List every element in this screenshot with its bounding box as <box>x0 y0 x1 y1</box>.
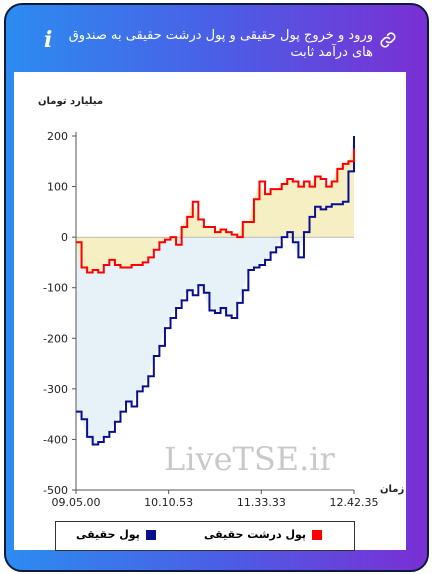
series-line-real <box>76 136 355 446</box>
y-axis-label: میلیارد تومان <box>38 96 103 107</box>
series-area-big <box>76 148 354 273</box>
y-tick-label: 0 <box>61 231 68 244</box>
watermark: LiveTSE.ir <box>164 440 336 478</box>
x-tick-label: 10.10.53 <box>144 496 193 509</box>
y-tick-label: -500 <box>43 484 68 497</box>
card-header: i ورود و خروج پول حقیقی و پول درشت حقیقی… <box>6 5 427 75</box>
series-line-big <box>76 148 355 274</box>
chart-title: ورود و خروج پول حقیقی و پول درشت حقیقی ب… <box>68 28 373 60</box>
legend-item-big[interactable]: پول درشت حقیقی <box>204 528 323 541</box>
legend-item-real[interactable]: پول حقیقی <box>76 528 156 541</box>
x-axis-label: زمان <box>380 484 404 495</box>
y-tick-label: 200 <box>47 130 68 143</box>
x-tick-label: 11.33.33 <box>237 496 286 509</box>
legend: پول حقیقی پول درشت حقیقی <box>55 521 355 551</box>
x-tick-label: 09.05.00 <box>52 496 101 509</box>
legend-swatch-big <box>312 530 323 540</box>
y-tick-label: 100 <box>47 181 68 194</box>
info-icon[interactable]: i <box>44 27 53 53</box>
legend-swatch-real <box>145 530 156 540</box>
link-icon[interactable] <box>379 31 397 49</box>
y-tick-label: -200 <box>43 332 68 345</box>
y-tick-label: -300 <box>43 383 68 396</box>
x-tick-label: 12.42.35 <box>330 496 379 509</box>
series-area-real <box>76 136 354 445</box>
y-tick-label: -400 <box>43 433 68 446</box>
y-tick-label: -100 <box>43 282 68 295</box>
plot-area: 200 100 0 -100 -200 -300 -400 -500 09.05.00 10.10… <box>14 72 406 550</box>
